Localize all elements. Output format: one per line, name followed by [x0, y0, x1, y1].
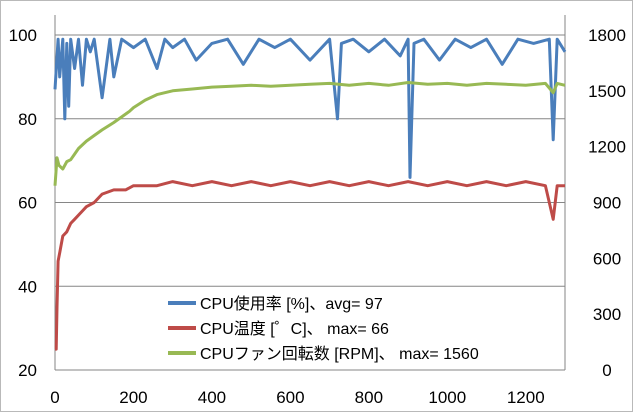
y2-tick-label: 300	[593, 305, 621, 324]
legend: CPU使用率 [%]、avg= 97 CPU温度 [゜C]、 max= 66 CPU…	[168, 295, 479, 363]
x-tick-label: 1000	[428, 388, 466, 407]
legend-label: CPU使用率 [%]、avg= 97	[200, 295, 383, 313]
y2-tick-label: 1200	[588, 138, 626, 157]
axes	[54, 15, 566, 371]
x-tick-label: 400	[198, 388, 226, 407]
y-tick-label: 100	[9, 26, 37, 45]
y-tick-label: 20	[18, 361, 37, 380]
x-tick-label: 0	[50, 388, 59, 407]
series-line-2	[53, 81, 566, 186]
y2-tick-label: 0	[602, 361, 611, 380]
y2-tick-label: 600	[593, 249, 621, 268]
series-line-0	[53, 37, 567, 179]
y2-tick-label: 1800	[588, 26, 626, 45]
legend-label: CPU温度 [゜C]、 max= 66	[200, 320, 389, 338]
y-tick-label: 40	[18, 277, 37, 296]
y-tick-label: 80	[18, 110, 37, 129]
y2-tick-label: 900	[593, 194, 621, 213]
x-tick-label: 200	[119, 388, 147, 407]
y2-tick-label: 1500	[588, 82, 626, 101]
plot-area	[53, 37, 567, 351]
y-tick-label: 60	[18, 194, 37, 213]
series-line-1	[54, 180, 565, 351]
x-tick-label: 1200	[507, 388, 545, 407]
legend-label: CPUファン回転数 [RPM]、 max= 1560	[200, 345, 479, 363]
x-tick-label: 800	[355, 388, 383, 407]
x-tick-label: 600	[276, 388, 304, 407]
